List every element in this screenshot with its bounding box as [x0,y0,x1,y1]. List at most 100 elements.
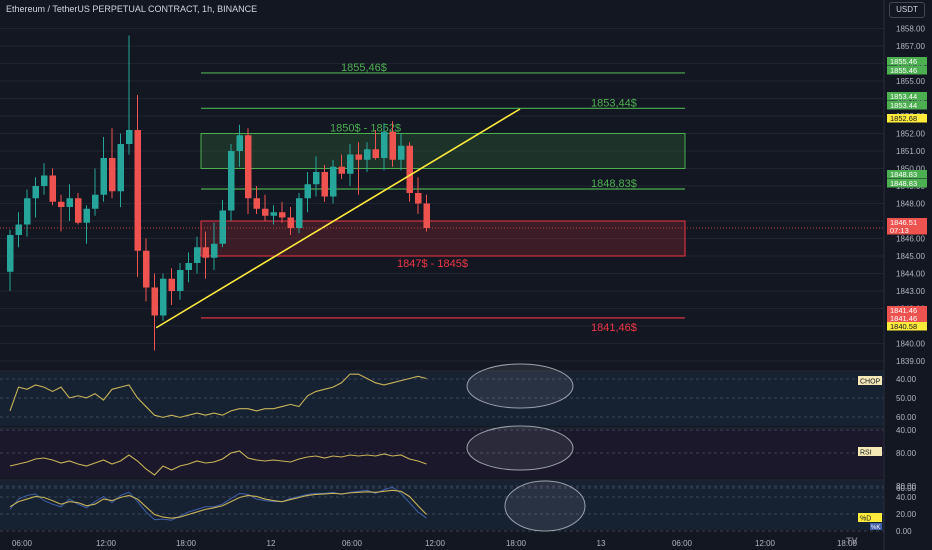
indicator-badge: %D [860,516,871,523]
candle-body [270,212,277,216]
highlight-ellipse [504,480,586,532]
y-tick-label: 1846.00 [896,235,925,244]
indicator-tick-label: 50.00 [896,394,917,403]
indicator-tick-label: 80.00 [896,449,917,458]
price-label-bg [887,92,927,101]
trend-line [155,108,521,329]
price-label-bg [887,114,927,123]
candle-body [330,166,337,197]
price-label: 1852.68 [890,114,917,123]
candle-body [109,158,116,192]
x-tick-label: 12:00 [425,539,446,548]
y-tick-label: 1840.00 [896,340,925,349]
price-label-bg [887,57,927,66]
price-label-bg [887,322,927,331]
indicator-line [9,373,427,418]
candle-body [338,166,345,174]
candle-body [24,198,31,225]
candle-body [151,287,158,316]
candle-body [58,201,65,207]
candle-body [143,250,150,288]
price-label-bg [887,170,927,179]
indicator-badge: %K [871,525,880,531]
highlight-ellipse [466,363,574,409]
x-tick-label: 18:00 [506,539,527,548]
y-tick-label: 1845.00 [896,252,925,261]
price-label: 1846.51 [890,218,917,227]
candle-body [185,263,192,270]
candle-body [364,149,371,160]
candle-body [202,247,209,258]
level-label: 1841,46$ [591,322,637,334]
candle-body [389,131,396,160]
zone-box [200,220,686,257]
y-tick-label: 1844.00 [896,270,925,279]
candle-body [219,210,226,244]
x-tick-label: 06:00 [12,539,33,548]
candle-body [7,235,14,272]
candle-body [177,270,184,291]
candle-body [211,243,218,258]
price-label-bg [887,218,927,227]
candle-body [372,149,379,158]
candle-body [228,151,235,211]
candle-body [134,130,141,251]
candle-body [262,208,269,216]
candle-body [160,278,167,316]
indicator-line [9,450,427,476]
candle-body [406,145,413,193]
chart-title: Ethereum / TetherUS PERPETUAL CONTRACT, … [6,4,258,14]
candle-body [49,175,56,202]
price-label: 1841.46 [890,306,917,315]
indicator-tick-label: 80.00 [896,482,917,491]
y-tick-label: 1858.00 [896,25,925,34]
indicator-badge-bg [858,513,882,522]
indicator-pane [0,481,884,530]
candle-body [296,198,303,228]
indicator-tick-label: 40.00 [896,493,917,502]
indicator-badge-bg [858,447,882,456]
level-label: 1855,46$ [341,62,387,74]
candle-body [126,130,133,144]
price-label: 1840.58 [890,322,917,331]
price-label: 1853.44 [890,101,917,110]
price-label: 07:13 [890,226,909,235]
candle-body [287,217,294,228]
x-tick-label: 12:00 [96,539,117,548]
price-label-bg [887,66,927,75]
candle-body [279,212,286,218]
zone-label: 1850$ - 1852$ [330,123,401,135]
price-label-bg [887,226,927,235]
price-label: 1855.46 [890,57,917,66]
candle-body [415,193,422,204]
candle-body [313,172,320,185]
price-label: 1841.46 [890,314,917,323]
highlight-ellipse [466,425,574,471]
candle-body [92,194,99,209]
y-tick-label: 1851.00 [896,147,925,156]
y-tick-label: 1857.00 [896,42,925,51]
indicator-line-k [9,486,427,521]
candle-body [66,198,73,207]
indicator-pane [0,372,884,426]
indicator-tick-label: 60.00 [896,484,917,493]
candle-body [75,198,82,223]
price-label: 1855.46 [890,66,917,75]
candle-body [245,135,252,199]
candle-body [15,224,22,235]
x-tick-label: 06:00 [342,539,363,548]
x-tick-label: 12 [267,539,276,548]
tradingview-logo[interactable]: TV [846,536,858,546]
candle-body [423,203,430,228]
indicator-pane [0,429,884,478]
candle-body [41,175,48,186]
price-label: 1848.83 [890,179,917,188]
candle-body [117,144,124,192]
indicator-line-d [9,489,427,519]
currency-button[interactable]: USDT [889,2,925,18]
price-label-bg [887,101,927,110]
candle-body [32,186,39,199]
level-label: 1848,83$ [591,178,637,190]
x-tick-label: 18:00 [837,539,858,548]
